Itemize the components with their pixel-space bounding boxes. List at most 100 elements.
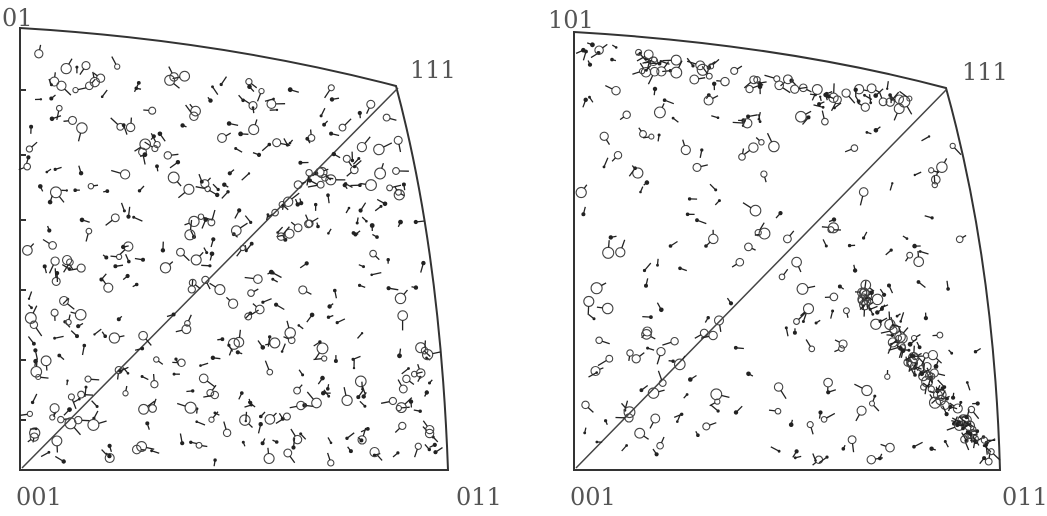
orientation-ring-marker	[369, 249, 377, 258]
orientation-ring-marker	[898, 95, 911, 108]
orientation-ring-tail	[201, 445, 208, 448]
orientation-dot-tail	[696, 219, 707, 225]
orientation-dot-tail	[711, 115, 719, 119]
orientation-ring-tail	[678, 60, 683, 69]
orientation-ring-marker	[190, 254, 202, 266]
orientation-ring-tail	[189, 103, 194, 108]
orientation-dot-tail	[211, 86, 219, 95]
orientation-ring-marker	[648, 56, 659, 67]
orientation-ring-tail	[184, 222, 190, 226]
orientation-dot-tail	[134, 347, 143, 351]
orientation-ring-tail	[743, 149, 751, 156]
orientation-dot-tail	[586, 42, 593, 46]
orientation-dot-tail	[401, 367, 409, 375]
orientation-ring-tail	[880, 443, 887, 447]
orientation-ring-marker	[738, 153, 746, 161]
orientation-ring-marker	[806, 421, 814, 429]
orientation-ring-marker	[823, 377, 833, 388]
orientation-ring-marker	[623, 406, 636, 419]
orientation-ring-tail	[207, 177, 212, 182]
orientation-ring-marker	[708, 233, 719, 245]
orientation-ring-tail	[223, 421, 227, 430]
orientation-ring-marker	[217, 133, 227, 143]
orientation-ring-marker	[292, 434, 303, 445]
orientation-ring-tail	[662, 341, 672, 346]
orientation-ring-marker	[258, 87, 265, 95]
orientation-dot-marker	[191, 389, 195, 393]
orientation-dot-tail	[316, 222, 319, 227]
orientation-dot-tail	[360, 428, 369, 433]
orientation-ring-marker	[420, 346, 429, 355]
orientation-ring-marker	[858, 187, 869, 197]
orientation-dot-tail	[209, 253, 213, 261]
orientation-ring-marker	[730, 66, 739, 75]
orientation-ring-marker	[885, 442, 895, 453]
orientation-dot-tail	[828, 218, 835, 223]
orientation-dot-tail	[359, 400, 366, 407]
orientation-ring-tail	[880, 330, 891, 334]
orientation-dot-tail	[78, 165, 82, 174]
orientation-dot-tail	[826, 90, 833, 95]
orientation-ring-tail	[424, 340, 427, 348]
orientation-dot-tail	[896, 313, 901, 317]
orientation-ring-tail	[211, 209, 216, 220]
orientation-ring-marker	[955, 235, 964, 244]
orientation-ring-tail	[807, 285, 816, 289]
orientation-ring-tail	[638, 127, 642, 132]
orientation-ring-marker	[924, 371, 934, 380]
orientation-ring-marker	[34, 49, 44, 59]
orientation-ring-tail	[91, 78, 96, 84]
orientation-dot-tail	[921, 369, 930, 375]
orientation-ring-tail	[649, 422, 654, 429]
orientation-ring-marker	[782, 74, 793, 85]
orientation-ring-tail	[798, 311, 807, 320]
orientation-ring-tail	[931, 397, 939, 404]
orientation-dot-tail	[182, 124, 187, 128]
orientation-dot-tail	[58, 355, 65, 361]
orientation-ring-marker	[316, 166, 328, 179]
orientation-dot-tail	[146, 423, 150, 430]
orientation-ring-marker	[928, 167, 935, 174]
orientation-ring-marker	[605, 354, 614, 363]
orientation-dot-tail	[705, 241, 711, 247]
orientation-ring-marker	[393, 189, 405, 201]
orientation-ring-marker	[581, 400, 590, 410]
orientation-ring-marker	[81, 61, 91, 71]
orientation-ring-tail	[147, 400, 155, 407]
orientation-ring-marker	[366, 99, 376, 109]
orientation-ring-marker	[210, 390, 220, 400]
orientation-ring-tail	[27, 438, 32, 443]
orientation-dot-tail	[91, 400, 98, 407]
orientation-dot-tail	[920, 250, 929, 255]
orientation-ring-tail	[948, 405, 958, 410]
orientation-ring-marker	[889, 326, 898, 335]
orientation-ring-tail	[826, 412, 836, 419]
orientation-ring-marker	[648, 133, 655, 140]
orientation-ring-tail	[971, 433, 978, 436]
orientation-ring-tail	[68, 58, 73, 65]
orientation-ring-tail	[768, 409, 776, 412]
orientation-dot-tail	[398, 348, 402, 356]
orientation-dot-tail	[664, 99, 675, 105]
orientation-dot-tail	[244, 404, 252, 408]
orientation-ring-tail	[286, 320, 290, 329]
orientation-ring-marker	[635, 48, 643, 56]
orientation-ring-marker	[248, 124, 260, 136]
orientation-ring-marker	[425, 424, 435, 435]
orientation-dot-tail	[208, 189, 218, 196]
orientation-dot-tail	[214, 412, 220, 416]
orientation-dot-tail	[229, 169, 235, 174]
orientation-dot-tail	[331, 97, 340, 101]
orientation-dot-tail	[220, 76, 228, 85]
orientation-ring-tail	[587, 407, 594, 413]
orientation-ring-marker	[76, 263, 86, 273]
orientation-dot-tail	[869, 305, 878, 310]
orientation-dot-tail	[935, 360, 939, 367]
orientation-dot-tail	[120, 202, 126, 212]
orientation-dot-tail	[217, 338, 223, 341]
orientation-ring-tail	[805, 110, 812, 115]
orientation-ring-tail	[643, 435, 649, 440]
orientation-ring-marker	[66, 258, 74, 267]
orientation-ring-tail	[305, 214, 309, 221]
orientation-ring-tail	[869, 287, 875, 292]
